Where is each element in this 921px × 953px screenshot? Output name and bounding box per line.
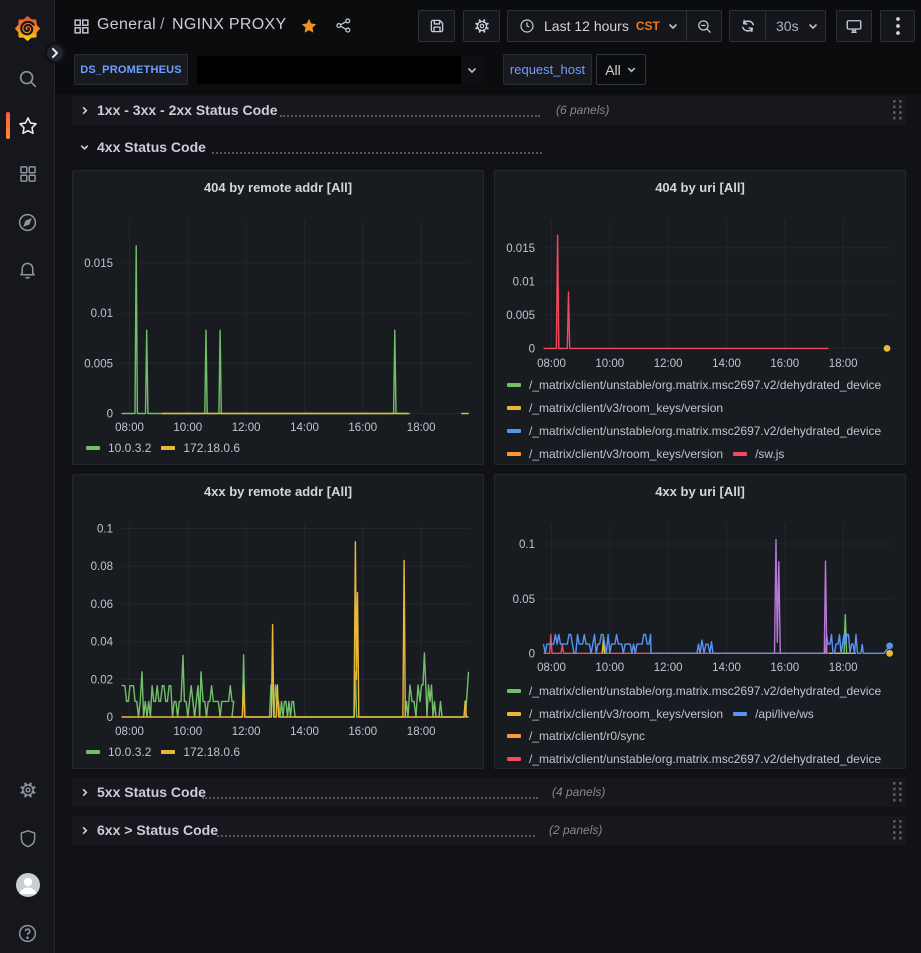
- svg-text:14:00: 14:00: [290, 422, 319, 434]
- svg-text:0: 0: [529, 648, 535, 660]
- svg-text:16:00: 16:00: [348, 726, 377, 738]
- svg-text:0.005: 0.005: [506, 310, 535, 322]
- svg-text:0.015: 0.015: [84, 258, 113, 270]
- svg-text:12:00: 12:00: [654, 358, 683, 370]
- svg-text:10:00: 10:00: [173, 726, 202, 738]
- svg-text:14:00: 14:00: [712, 662, 741, 674]
- svg-text:10:00: 10:00: [595, 662, 624, 674]
- svg-text:0.015: 0.015: [506, 243, 535, 255]
- svg-text:0.1: 0.1: [519, 539, 535, 551]
- svg-text:08:00: 08:00: [115, 726, 144, 738]
- svg-text:12:00: 12:00: [232, 422, 261, 434]
- svg-text:0: 0: [107, 712, 113, 724]
- svg-text:0: 0: [107, 409, 113, 421]
- svg-text:16:00: 16:00: [770, 358, 799, 370]
- svg-text:0.01: 0.01: [91, 308, 113, 320]
- svg-text:14:00: 14:00: [712, 358, 741, 370]
- svg-text:10:00: 10:00: [173, 422, 202, 434]
- svg-text:08:00: 08:00: [537, 358, 566, 370]
- svg-text:0.08: 0.08: [91, 561, 113, 573]
- svg-text:08:00: 08:00: [115, 422, 144, 434]
- svg-text:0.01: 0.01: [513, 276, 535, 288]
- svg-text:12:00: 12:00: [654, 662, 683, 674]
- svg-text:16:00: 16:00: [770, 662, 799, 674]
- svg-text:14:00: 14:00: [290, 726, 319, 738]
- svg-text:0.06: 0.06: [91, 599, 113, 611]
- svg-text:18:00: 18:00: [407, 726, 436, 738]
- svg-text:18:00: 18:00: [407, 422, 436, 434]
- svg-text:18:00: 18:00: [829, 662, 858, 674]
- svg-text:0.1: 0.1: [97, 524, 113, 536]
- svg-text:0: 0: [529, 343, 535, 355]
- svg-text:18:00: 18:00: [829, 358, 858, 370]
- svg-text:0.02: 0.02: [91, 674, 113, 686]
- svg-text:08:00: 08:00: [537, 662, 566, 674]
- svg-text:16:00: 16:00: [348, 422, 377, 434]
- svg-text:0.005: 0.005: [84, 358, 113, 370]
- svg-text:12:00: 12:00: [232, 726, 261, 738]
- svg-text:10:00: 10:00: [595, 358, 624, 370]
- svg-text:0.04: 0.04: [91, 637, 114, 649]
- svg-text:0.05: 0.05: [513, 594, 535, 606]
